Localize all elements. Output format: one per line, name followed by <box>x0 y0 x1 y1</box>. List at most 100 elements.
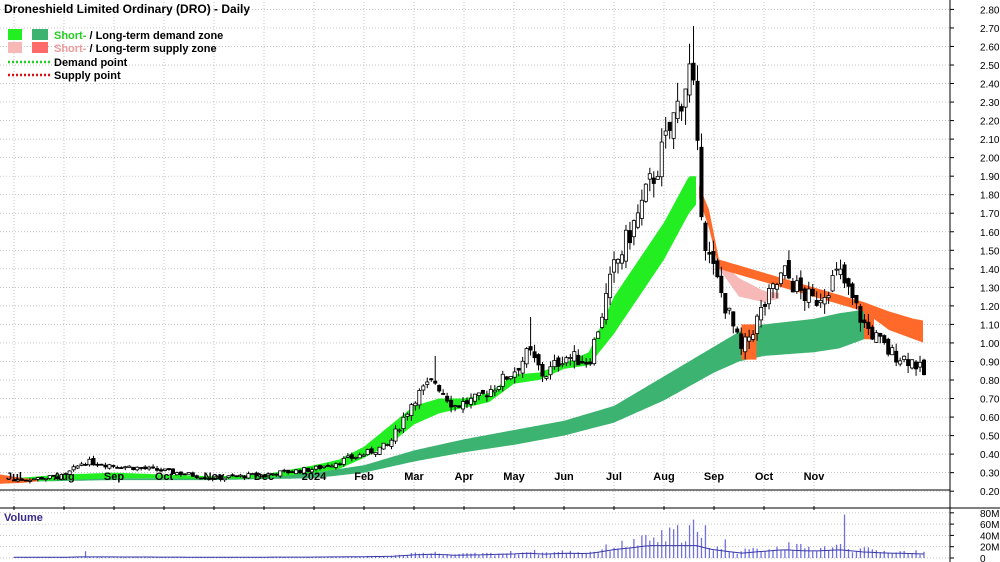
candle-body <box>639 199 644 219</box>
candle-body <box>437 385 442 392</box>
candle-body <box>425 381 430 385</box>
candle-body <box>238 474 243 477</box>
candle-body <box>282 469 287 472</box>
candle-body <box>858 306 863 323</box>
candle-body <box>663 130 668 136</box>
candle-body <box>75 465 80 469</box>
candle-body <box>337 463 342 466</box>
candle-body <box>357 454 362 459</box>
month-tick-label: Aug <box>653 471 674 483</box>
price-tick-label: 2.20 <box>980 117 1000 128</box>
candle-body <box>147 466 152 470</box>
candle-body <box>166 468 171 470</box>
price-tick-label: 0.60 <box>980 413 1000 424</box>
candle-body <box>401 416 406 430</box>
candle-body <box>409 404 414 416</box>
candle-body <box>83 463 88 466</box>
candle-body <box>230 474 235 477</box>
candle-body <box>341 457 346 465</box>
candle-body <box>592 338 597 365</box>
candle-body <box>159 469 164 472</box>
price-tick-label: 2.80 <box>980 5 1000 16</box>
candle-body <box>123 466 128 469</box>
candle-body <box>560 363 565 366</box>
candle-body <box>127 465 132 468</box>
price-tick-label: 2.40 <box>980 80 1000 91</box>
candle-body <box>918 361 923 368</box>
candle-body <box>902 355 907 361</box>
long-term-demand-zone <box>14 309 864 482</box>
candle-body <box>468 397 473 405</box>
candle-body <box>143 466 148 470</box>
volume-tick-label: 80M <box>980 509 999 520</box>
candle-body <box>496 386 501 390</box>
candle-body <box>389 439 394 447</box>
candle-body <box>194 475 199 479</box>
candle-body <box>314 465 319 470</box>
price-tick-label: 1.60 <box>980 228 1000 239</box>
volume-tick-label: 20M <box>980 543 999 554</box>
candle-body <box>580 360 585 364</box>
candle-body <box>353 456 358 459</box>
candle-body <box>675 100 680 120</box>
candle-body <box>190 472 195 477</box>
candle-body <box>759 307 764 321</box>
volume-panel-label: Volume <box>4 512 43 524</box>
candle-body <box>504 376 509 380</box>
candle-body <box>723 293 728 314</box>
candle-body <box>854 294 859 304</box>
candle-body <box>870 326 875 340</box>
candle-body <box>890 347 895 356</box>
candle-body <box>695 80 700 141</box>
candle-body <box>572 351 577 362</box>
candle-body <box>655 175 660 180</box>
price-tick-label: 0.80 <box>980 376 1000 387</box>
candle-body <box>715 260 720 278</box>
long-demand-swatch <box>32 29 48 40</box>
candle-body <box>739 333 744 349</box>
candle-body <box>763 304 768 307</box>
candle-body <box>321 465 326 468</box>
price-tick-label: 2.10 <box>980 135 1000 146</box>
candle-body <box>826 295 831 299</box>
candle-body <box>619 254 624 264</box>
candle-body <box>699 146 704 218</box>
candle-body <box>103 464 108 468</box>
candle-body <box>480 389 485 394</box>
candle-body <box>719 275 724 293</box>
candle-body <box>747 336 752 342</box>
candle-body <box>604 293 609 321</box>
candle-body <box>405 413 410 417</box>
candle-body <box>600 316 605 328</box>
candle-body <box>635 212 640 228</box>
candle-body <box>202 477 207 479</box>
month-tick-label: Sep <box>104 471 124 483</box>
candle-body <box>11 479 16 482</box>
candle-body <box>910 359 915 369</box>
candle-body <box>290 471 295 474</box>
candle-body <box>417 390 422 406</box>
short-supply-swatch <box>8 42 22 53</box>
price-tick-label: 1.20 <box>980 302 1000 313</box>
candle-body <box>178 471 183 476</box>
candle-body <box>79 463 84 466</box>
price-tick-label: 1.90 <box>980 172 1000 183</box>
candle-body <box>210 477 215 480</box>
candle-body <box>679 106 684 112</box>
candle-body <box>830 275 835 292</box>
candle-body <box>198 477 203 480</box>
candle-body <box>874 332 879 343</box>
candle-body <box>735 328 740 333</box>
candle-body <box>453 405 458 408</box>
candle-body <box>47 475 52 479</box>
candle-body <box>294 469 299 475</box>
candle-body <box>659 141 664 178</box>
month-tick-label: 2024 <box>302 471 327 483</box>
month-tick-label: Jul <box>6 471 22 483</box>
candle-body <box>492 389 497 393</box>
candle-body <box>520 360 525 374</box>
legend-demand-zone: Short- / Long-term demand zone <box>54 30 223 42</box>
candle-body <box>206 478 211 480</box>
candle-body <box>242 475 247 479</box>
candle-body <box>544 376 549 379</box>
